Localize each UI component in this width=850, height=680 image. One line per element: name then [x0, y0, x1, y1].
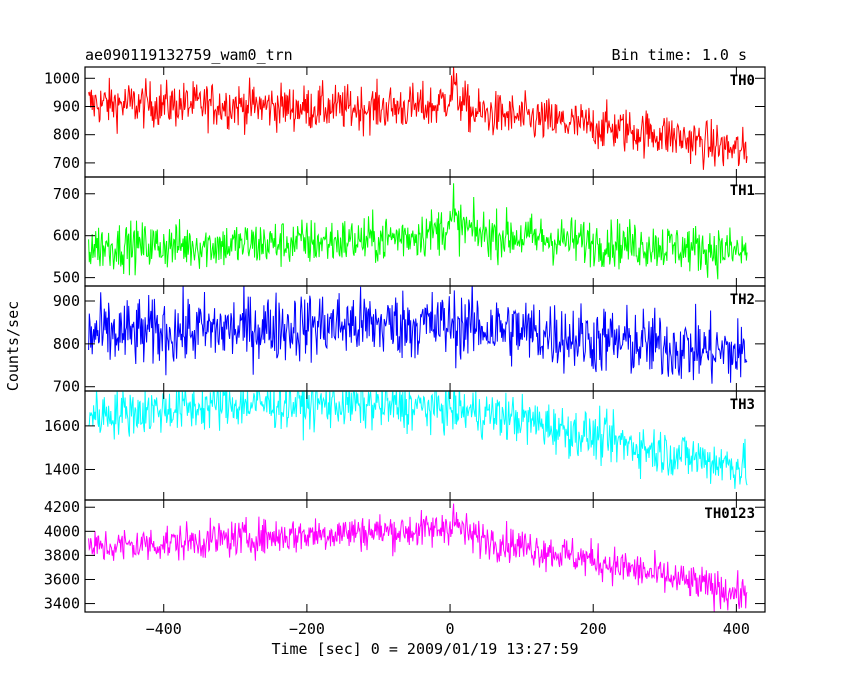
panel-th2: 700 800 900 TH2: [53, 285, 766, 396]
y-tick-label: 4200: [44, 498, 80, 516]
x-tick-label: −200: [289, 620, 325, 638]
panel-frame: [84, 499, 766, 613]
panel-frame: [84, 66, 766, 178]
y-tick-label: 1400: [44, 460, 80, 478]
y-tick-label: 600: [53, 227, 80, 245]
y-tick-label: 3800: [44, 546, 80, 564]
x-axis-title: Time [sec] 0 = 2009/01/19 13:27:59: [271, 640, 578, 658]
panel-th0: 700 800 900 1000 TH0: [44, 66, 766, 178]
y-tick-label: 800: [53, 335, 80, 353]
panel-label-th3: TH3: [730, 397, 755, 413]
y-tick-label: 800: [53, 126, 80, 144]
x-tick-label: −400: [146, 620, 182, 638]
x-tick-label: 400: [723, 620, 750, 638]
panel-label-th2: TH2: [730, 292, 755, 308]
observation-id: ae090119132759_wam0_trn: [85, 46, 293, 64]
y-tick-label: 900: [53, 97, 80, 115]
y-axis-title: Counts/sec: [4, 301, 22, 391]
y-tick-label: 700: [53, 185, 80, 203]
y-tick-label: 3400: [44, 595, 80, 613]
series-line-th3: [88, 391, 748, 489]
panel-th0123: 3400 3600 3800 4000 4200 TH0123: [44, 498, 766, 613]
series-line-th0: [88, 67, 748, 170]
panels: 700 800 900 1000 TH0 500 600 700 TH1 700 800 900 TH2…: [44, 66, 766, 613]
series-line-th2: [88, 286, 748, 384]
y-tick-label: 4000: [44, 522, 80, 540]
x-tick-label: 200: [580, 620, 607, 638]
y-tick-label: 900: [53, 292, 80, 310]
panel-th1: 500 600 700 TH1: [53, 176, 766, 287]
x-tick-label: 0: [446, 620, 455, 638]
bin-time-label: Bin time: 1.0 s: [612, 46, 747, 64]
panel-label-th0123: TH0123: [704, 506, 755, 522]
series-line-th1: [88, 183, 748, 280]
y-tick-label: 700: [53, 378, 80, 396]
x-axis: −400 −200 0 200 400: [146, 620, 750, 638]
panel-label-th0: TH0: [730, 73, 755, 89]
y-tick-label: 3600: [44, 570, 80, 588]
panel-th3: 1400 1600 TH3: [44, 390, 766, 501]
series-line-th0123: [88, 503, 748, 612]
y-tick-label: 1600: [44, 417, 80, 435]
y-tick-label: 700: [53, 154, 80, 172]
panel-label-th1: TH1: [730, 183, 755, 199]
y-tick-label: 1000: [44, 69, 80, 87]
y-tick-label: 500: [53, 269, 80, 287]
